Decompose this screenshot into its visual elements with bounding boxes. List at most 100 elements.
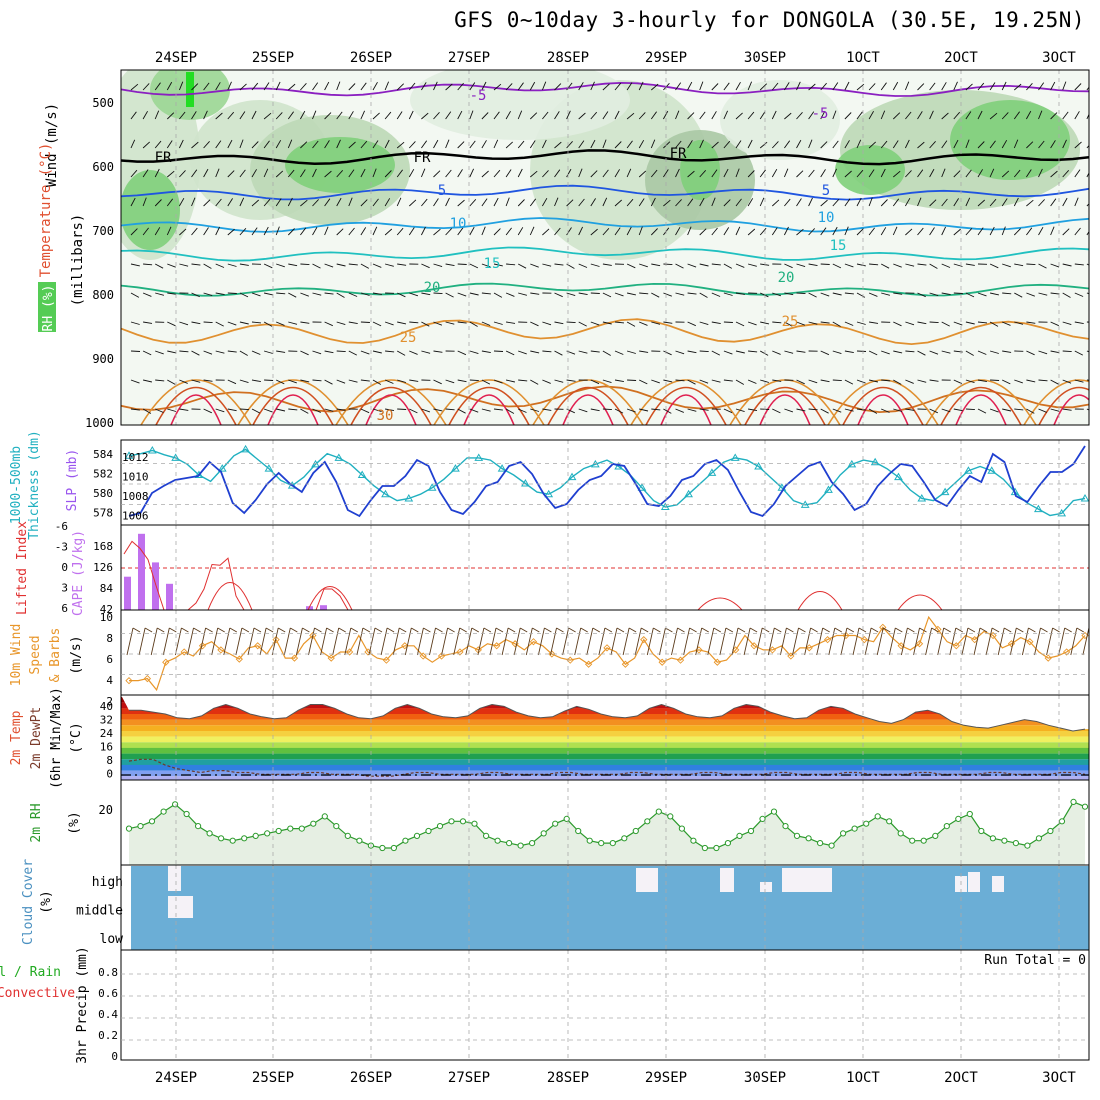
wind10-barb-flag — [181, 627, 189, 633]
wind-barb — [191, 292, 200, 298]
wind-barb — [530, 379, 539, 385]
cloud-block — [782, 868, 832, 892]
rh2m-marker — [275, 827, 282, 835]
wind-barb — [893, 408, 903, 412]
wind-barb — [808, 83, 816, 91]
wind-barb — [663, 321, 673, 324]
wind-barb — [336, 228, 344, 236]
wind-barb — [760, 321, 770, 325]
wind-barb — [965, 350, 974, 356]
wind-barb — [215, 263, 225, 268]
wind-barb — [626, 226, 632, 236]
wind-barb — [1013, 228, 1021, 236]
wind-barb — [917, 379, 927, 383]
x-tick-bottom: 3OCT — [1042, 1070, 1076, 1086]
thickness-marker — [451, 464, 460, 472]
wind-barb — [275, 226, 280, 236]
rh2m-marker — [252, 832, 259, 840]
wind-barb — [1050, 226, 1055, 236]
wind-barb — [130, 292, 140, 298]
wind-barb — [856, 228, 864, 236]
wind-barb — [554, 292, 563, 298]
wind-barb — [397, 292, 406, 298]
wind-barb — [324, 379, 333, 385]
rh2m-marker — [287, 825, 294, 832]
wind-barb — [965, 197, 971, 207]
wind10-barb-flag — [253, 627, 262, 633]
wind-barb — [1062, 228, 1070, 236]
wind-barb — [1062, 408, 1072, 411]
cape-panel — [121, 533, 1089, 610]
wind-barb — [300, 82, 307, 91]
upper-ytick: 1000 — [85, 416, 114, 430]
wind-barb — [1013, 169, 1021, 178]
rh2m-marker — [759, 815, 766, 823]
wind-barb — [711, 321, 721, 325]
wind-barb — [1050, 112, 1058, 120]
wind-barb — [433, 228, 441, 236]
wind-barb — [493, 197, 499, 207]
temp2m-axis-label: 2m Temp — [9, 710, 24, 765]
wind10-barb-flag — [495, 627, 504, 633]
wind-barb — [263, 168, 269, 178]
wind-barb — [433, 139, 439, 149]
wind-barb — [263, 350, 273, 354]
wind10-barb — [537, 627, 545, 656]
wind-barb — [723, 350, 733, 355]
wind-barb — [639, 350, 649, 353]
wind10-barb-flag — [568, 627, 576, 633]
wind-barb — [142, 408, 152, 414]
wind-barb — [1062, 292, 1071, 298]
wind-barb — [1074, 197, 1079, 207]
wind-barb — [312, 226, 318, 236]
wind-barb — [868, 110, 874, 120]
wind-barb — [784, 140, 791, 149]
wind-barb — [143, 263, 153, 266]
wind-barb — [227, 408, 237, 412]
rh2m-marker — [459, 818, 467, 825]
wind-barb — [578, 226, 584, 236]
wind-barb — [1038, 199, 1045, 207]
wind-barb — [1002, 292, 1012, 295]
wind-barb — [433, 350, 443, 353]
wind-barb — [239, 83, 247, 91]
wind-barb — [747, 263, 757, 267]
wind10-barb — [574, 627, 582, 656]
wind-barb — [384, 321, 394, 326]
wind-barb — [989, 198, 997, 207]
wind-barb — [1014, 83, 1022, 91]
wind-barb — [796, 408, 806, 412]
wind-barb — [832, 292, 842, 296]
wind-barb — [723, 227, 730, 236]
wind-barb — [856, 263, 866, 267]
wind-barb — [917, 141, 925, 149]
wind-barb — [651, 321, 661, 325]
wind-barb — [663, 350, 672, 356]
wind-barb — [457, 263, 467, 265]
wind-barb — [989, 140, 996, 149]
wind-barb — [1026, 379, 1036, 383]
wind10-barb — [683, 627, 691, 656]
wind-barb — [699, 111, 706, 120]
wind-barb — [808, 408, 818, 411]
temp-color-band — [121, 747, 1089, 754]
wind-barb — [348, 111, 354, 120]
wind10-marker — [676, 656, 685, 664]
wind-barb — [832, 350, 842, 355]
humidity-core — [186, 72, 194, 107]
rh2m-marker — [160, 808, 167, 815]
wind10-panel — [125, 615, 1089, 692]
wind10-barb — [513, 627, 521, 656]
wind-barb — [772, 292, 782, 297]
wind-barb — [1026, 169, 1032, 178]
wind-barb — [263, 321, 273, 327]
wind-barb — [663, 141, 671, 149]
wind-barb — [1014, 379, 1023, 384]
wind-barb — [602, 139, 607, 149]
wind-barb — [324, 408, 334, 412]
wind-barb — [542, 408, 552, 411]
wind-barb — [832, 168, 838, 178]
lifted-ytick: 0 — [61, 561, 68, 574]
wind-barb — [881, 408, 890, 413]
wind-barb — [808, 379, 818, 384]
